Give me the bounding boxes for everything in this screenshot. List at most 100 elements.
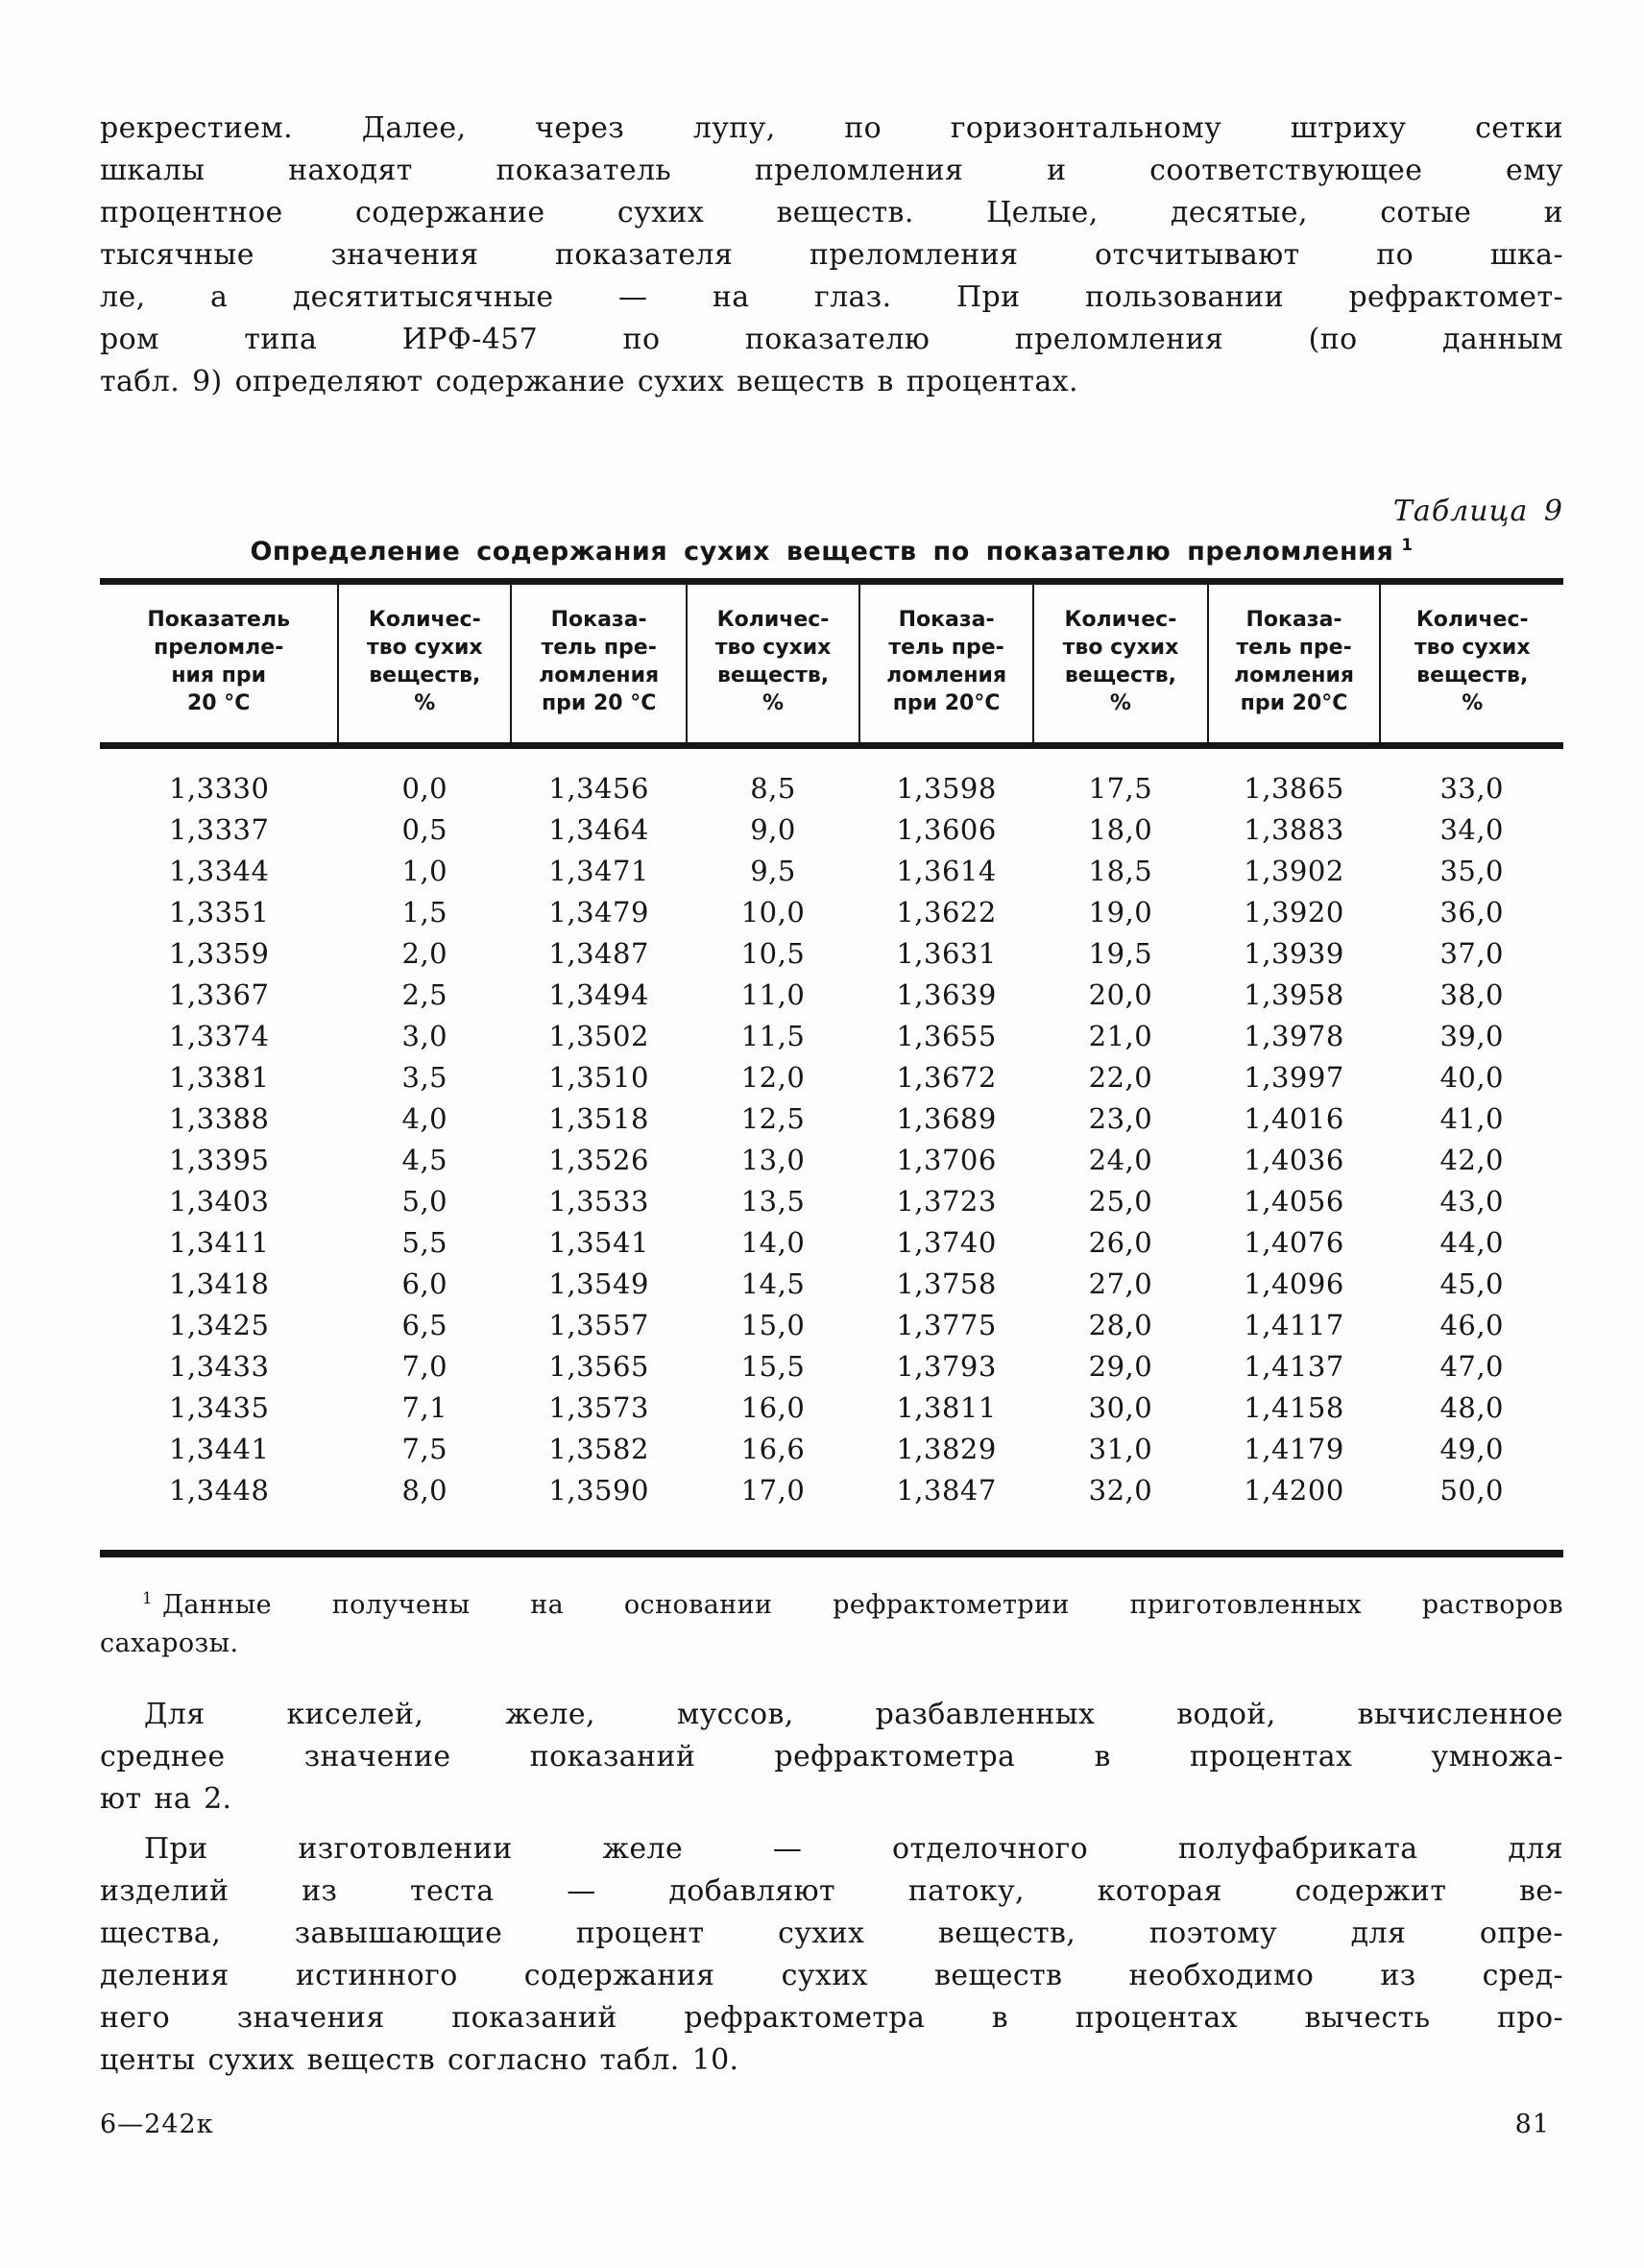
table-cell: 4,0	[401, 1102, 448, 1135]
text-line: рекрестием. Далее, через лупу, по горизо…	[100, 111, 1563, 145]
table-cell: 30,0	[1088, 1391, 1153, 1424]
table-cell: 36,0	[1439, 896, 1505, 929]
table-cell: 8,0	[401, 1474, 448, 1507]
table-cell: 6,5	[401, 1309, 448, 1341]
table-cell: 19,0	[1088, 896, 1153, 929]
table-cell: 1,3775	[896, 1309, 997, 1341]
column-header: Показатель преломле- ния при 20 °С	[100, 581, 339, 749]
table-body: 1,3330 0,0 1,3456 8,5 1,3598 17,5 1,3865 33,0 1,…	[100, 746, 1563, 1555]
table-cell: 33,0	[1439, 772, 1505, 805]
table-title-text: Определение содержания сухих веществ по …	[250, 537, 1394, 567]
table-cell: 1,4200	[1244, 1474, 1344, 1507]
table-cell: 48,0	[1439, 1391, 1505, 1424]
table-cell: 1,3518	[548, 1102, 649, 1135]
text-line: ют на 2.	[100, 1782, 232, 1816]
table-cell: 1,3471	[548, 855, 649, 887]
column-header: Количес- тво сухих веществ, %	[337, 581, 512, 749]
refraction-table: Показатель преломле- ния при 20 °С Количе…	[100, 578, 1563, 1557]
table-cell: 22,0	[1088, 1061, 1153, 1094]
table-cell: 1,3464	[548, 813, 649, 846]
text-line: ром типа ИРФ-457 по показателю преломлен…	[100, 323, 1563, 356]
table-cell: 1,3598	[896, 772, 997, 805]
table-cell: 1,3631	[896, 937, 997, 970]
table-cell: 1,3847	[896, 1474, 997, 1507]
table-cell: 1,4096	[1244, 1267, 1344, 1300]
table-cell: 1,3565	[548, 1350, 649, 1383]
table-row: 1,3388 4,0 1,3518 12,5 1,3689 23,0 1,4016 41,0	[100, 1098, 1563, 1140]
page-footer: 6—242к 81	[100, 2109, 1563, 2141]
table-cell: 1,3590	[548, 1474, 649, 1507]
table-cell: 15,5	[740, 1350, 806, 1383]
table-cell: 1,3330	[168, 772, 270, 805]
table-cell: 32,0	[1088, 1474, 1153, 1507]
page-number: 81	[1514, 2110, 1550, 2139]
table-cell: 16,6	[740, 1433, 806, 1465]
table-cell: 1,3573	[548, 1391, 649, 1424]
table-cell: 11,5	[740, 1020, 806, 1052]
table-cell: 3,0	[401, 1020, 448, 1052]
text-line: среднее значение показаний рефрактометра…	[100, 1740, 1563, 1773]
table-cell: 28,0	[1088, 1309, 1153, 1341]
table-header: Показатель преломле- ния при 20 °С Количе…	[100, 581, 1563, 749]
table-cell: 2,0	[401, 937, 448, 970]
table-cell: 1,3740	[896, 1226, 997, 1259]
table-cell: 1,3526	[548, 1144, 649, 1176]
footnote-marker: 1	[142, 1588, 154, 1607]
table-cell: 1,4179	[1244, 1433, 1344, 1465]
table-cell: 21,0	[1088, 1020, 1153, 1052]
table-cell: 1,4076	[1244, 1226, 1344, 1259]
table-cell: 1,3549	[548, 1267, 649, 1300]
column-header: Количес- тво сухих веществ, %	[1379, 581, 1563, 749]
table-cell: 1,3865	[1244, 772, 1344, 805]
table-cell: 1,3655	[896, 1020, 997, 1052]
table-cell: 46,0	[1439, 1309, 1505, 1341]
table-row: 1,3359 2,0 1,3487 10,5 1,3631 19,5 1,3939 37,0	[100, 933, 1563, 975]
text-line: изделий из теста — добавляют патоку, кот…	[100, 1874, 1563, 1908]
table-row: 1,3403 5,0 1,3533 13,5 1,3723 25,0 1,4056 43,0	[100, 1181, 1563, 1222]
footnote-text: Данные получены на основании рефрактомет…	[162, 1590, 1563, 1620]
paragraph-kisseli: Для киселей, желе, муссов, разбавленных …	[100, 1694, 1563, 1821]
table-cell: 1,4137	[1244, 1350, 1344, 1383]
table-cell: 1,3639	[896, 978, 997, 1011]
table-cell: 1,3606	[896, 813, 997, 846]
table-cell: 1,3395	[168, 1144, 270, 1176]
table-cell: 1,3706	[896, 1144, 997, 1176]
table-cell: 1,3425	[168, 1309, 270, 1341]
table-footnote: 1 Данные получены на основании рефрактоме…	[100, 1586, 1563, 1663]
table-cell: 50,0	[1439, 1474, 1505, 1507]
table-cell: 13,0	[740, 1144, 806, 1176]
table-cell: 31,0	[1088, 1433, 1153, 1465]
table-cell: 9,5	[750, 855, 796, 887]
table-cell: 1,3441	[168, 1433, 270, 1465]
table-cell: 10,5	[740, 937, 806, 970]
table-cell: 1,3622	[896, 896, 997, 929]
table-cell: 1,3829	[896, 1433, 997, 1465]
table-cell: 4,5	[401, 1144, 448, 1176]
table-cell: 49,0	[1439, 1433, 1505, 1465]
table-cell: 17,5	[1088, 772, 1153, 805]
table-cell: 1,3374	[168, 1020, 270, 1052]
table-label: Таблица 9	[1392, 495, 1563, 528]
table-cell: 15,0	[740, 1309, 806, 1341]
table-cell: 14,5	[740, 1267, 806, 1300]
table-cell: 6,0	[401, 1267, 448, 1300]
table-cell: 25,0	[1088, 1185, 1153, 1218]
table-cell: 14,0	[740, 1226, 806, 1259]
column-header: Показа- тель пре- ломления при 20 °С	[510, 581, 688, 749]
table-cell: 5,5	[401, 1226, 448, 1259]
table-row: 1,3411 5,5 1,3541 14,0 1,3740 26,0 1,4076 44,0	[100, 1222, 1563, 1264]
table-row: 1,3448 8,0 1,3590 17,0 1,3847 32,0 1,4200 50,0	[100, 1470, 1563, 1554]
table-cell: 1,3487	[548, 937, 649, 970]
table-row: 1,3418 6,0 1,3549 14,5 1,3758 27,0 1,4096 45,0	[100, 1264, 1563, 1305]
table-cell: 1,4158	[1244, 1391, 1344, 1424]
table-cell: 35,0	[1439, 855, 1505, 887]
print-signature: 6—242к	[100, 2110, 214, 2139]
table-cell: 40,0	[1439, 1061, 1505, 1094]
table-cell: 1,3344	[168, 855, 270, 887]
table-cell: 13,5	[740, 1185, 806, 1218]
table-cell: 3,5	[401, 1061, 448, 1094]
table-row: 1,3374 3,0 1,3502 11,5 1,3655 21,0 1,3978 39,0	[100, 1016, 1563, 1057]
table-cell: 24,0	[1088, 1144, 1153, 1176]
table-cell: 1,3448	[168, 1474, 270, 1507]
table-cell: 1,3902	[1244, 855, 1344, 887]
